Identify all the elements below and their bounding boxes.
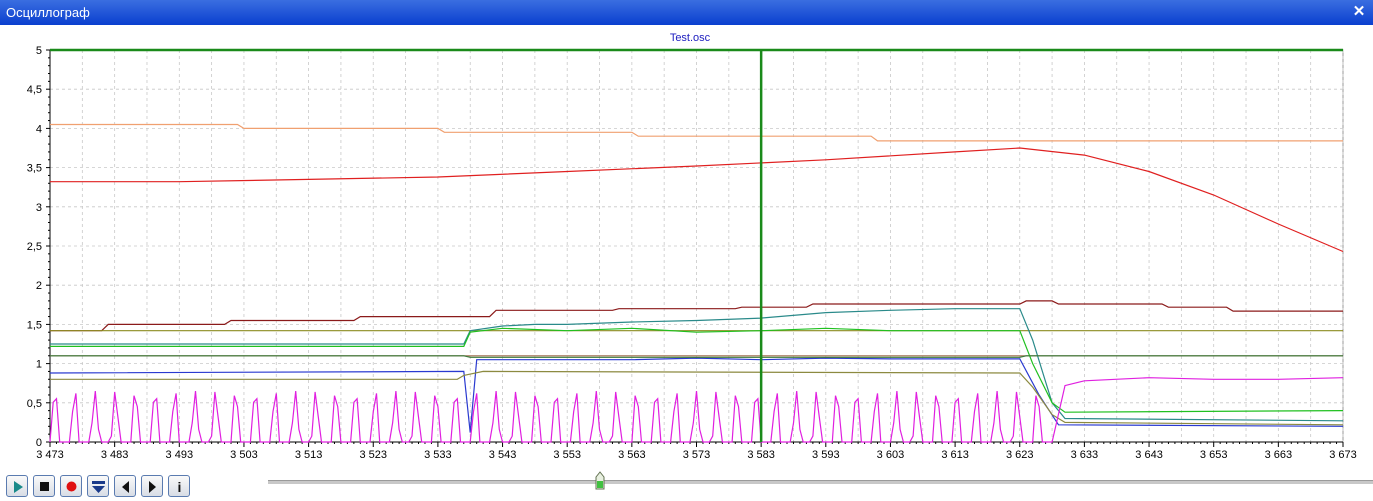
y-tick-label: 1 [36,359,42,371]
y-tick-label: 2,5 [27,241,42,253]
stop-button[interactable] [33,475,55,497]
x-tick-label: 3 603 [877,449,905,461]
y-tick-label: 0 [36,437,42,449]
play-button[interactable] [6,475,28,497]
play-icon [14,481,23,493]
x-tick-label: 3 503 [230,449,258,461]
x-tick-label: 3 673 [1329,449,1357,461]
oscillogram-chart: 0 0,5 1 1,5 2 2,5 3 3,5 4 4,5 5 3 473 3 483 3 493 3 50… [27,32,1357,461]
x-tick-label: 3 513 [295,449,323,461]
x-tick-label: 3 623 [1006,449,1034,461]
download-button[interactable] [87,475,109,497]
x-tick-label: 3 613 [941,449,969,461]
prev-button[interactable] [114,475,136,497]
series-line-9 [50,370,1344,426]
series-line-8 [50,355,1343,358]
y-tick-label: 3,5 [27,163,42,175]
window-title: Осциллограф [6,5,90,20]
grid-layer [49,49,1344,443]
x-tick-label: 3 493 [166,449,194,461]
series-line-2 [50,300,1343,332]
x-tick-label: 3 563 [618,449,646,461]
record-icon [66,481,77,492]
title-bar: Осциллограф ✕ [0,0,1373,25]
series-line-1 [50,147,1344,253]
x-tick-label: 3 663 [1265,449,1293,461]
x-tick-label: 3 553 [553,449,581,461]
x-tick-label: 3 473 [36,449,64,461]
series-line-10 [49,377,1344,443]
x-tick-label: 3 643 [1135,449,1163,461]
timeline-slider[interactable] [268,480,1373,484]
x-tick-label: 3 573 [683,449,711,461]
y-tick-label: 4 [36,123,42,135]
x-tick-label: 3 653 [1200,449,1228,461]
x-tick-label: 3 583 [747,449,775,461]
slider-thumb[interactable] [594,471,606,491]
stop-icon [40,482,49,491]
next-icon [149,481,156,493]
x-tick-label: 3 633 [1071,449,1099,461]
info-label: i [178,479,182,495]
x-tick-label: 3 593 [812,449,840,461]
y-tick-label: 0,5 [27,398,42,410]
record-button[interactable] [60,475,82,497]
y-tick-label: 4,5 [27,84,42,96]
x-tick-label: 3 543 [489,449,517,461]
series-line-0 [50,123,1343,142]
info-button[interactable]: i [168,475,190,497]
x-tick-label: 3 483 [101,449,129,461]
series-layer [49,48,1344,443]
x-tick-label: 3 523 [359,449,387,461]
download-icon [92,481,105,493]
x-tick-label: 3 533 [424,449,452,461]
y-tick-label: 1,5 [27,319,42,331]
y-tick-label: 3 [36,202,42,214]
series-line-6 [50,327,1344,413]
close-icon[interactable]: ✕ [1352,3,1366,20]
info-icon: i [178,479,182,495]
y-tick-label: 2 [36,280,42,292]
chart-title: Test.osc [670,32,711,44]
prev-icon [122,481,129,493]
y-tick-label: 5 [36,45,42,57]
next-button[interactable] [141,475,163,497]
